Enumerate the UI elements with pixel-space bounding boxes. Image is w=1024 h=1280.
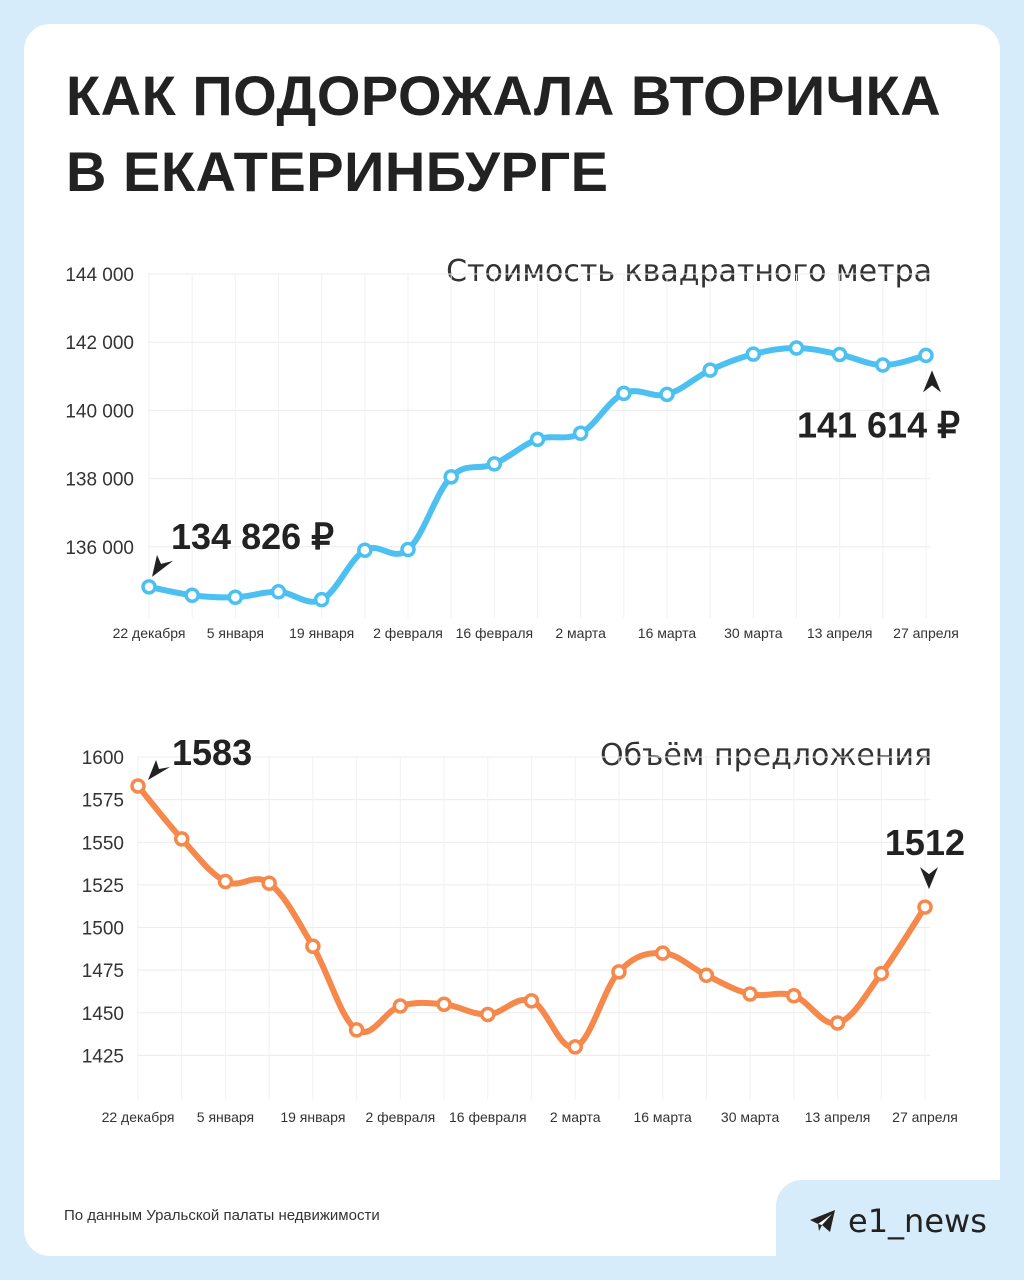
x-tick-label: 2 марта — [550, 1109, 601, 1125]
data-point — [443, 469, 459, 485]
volume-chart-title: Объём предложения — [600, 738, 932, 773]
brand-badge[interactable]: e1_news — [776, 1180, 1024, 1280]
annotation-label: 1583 — [172, 732, 252, 773]
data-point — [698, 967, 715, 984]
data-point — [400, 541, 416, 558]
data-point — [523, 993, 540, 1009]
data-point — [348, 1022, 365, 1038]
y-tick-label: 142 000 — [65, 333, 134, 354]
title-line-2: В ЕКАТЕРИНБУРГЕ — [66, 140, 609, 203]
y-tick-label: 1600 — [82, 748, 124, 769]
data-point — [486, 456, 503, 472]
data-point — [742, 986, 758, 1002]
x-tick-label: 16 марта — [638, 625, 697, 641]
data-point — [270, 584, 287, 600]
data-point — [436, 996, 452, 1013]
data-point — [529, 431, 546, 448]
x-tick-label: 27 апреля — [893, 625, 959, 641]
x-tick-label: 19 января — [289, 625, 354, 641]
y-tick-label: 136 000 — [65, 538, 134, 559]
data-point — [173, 831, 190, 847]
x-tick-label: 22 декабря — [102, 1109, 175, 1125]
data-point — [261, 875, 277, 891]
data-point — [831, 346, 848, 363]
x-tick-label: 13 апреля — [805, 1109, 871, 1125]
data-point — [702, 362, 718, 378]
x-tick-label: 5 января — [207, 625, 264, 641]
x-tick-label: 5 января — [197, 1109, 254, 1125]
data-point — [227, 589, 244, 606]
annotation-arrow — [920, 867, 938, 890]
page-title: КАК ПОДОРОЖАЛА ВТОРИЧКА В ЕКАТЕРИНБУРГЕ — [66, 58, 986, 210]
annotation-label: 141 614 ₽ — [797, 404, 960, 445]
y-tick-label: 1500 — [82, 919, 124, 940]
data-point — [654, 945, 671, 961]
title-line-1: КАК ПОДОРОЖАЛА ВТОРИЧКА — [66, 64, 942, 127]
y-tick-label: 1450 — [82, 1004, 124, 1025]
data-point — [567, 1039, 583, 1055]
data-point — [217, 873, 234, 890]
x-tick-label: 16 февраля — [449, 1109, 527, 1125]
data-point — [873, 965, 890, 982]
y-tick-label: 1475 — [82, 961, 124, 982]
annotation-arrow — [923, 370, 941, 393]
data-point — [829, 1015, 846, 1031]
x-tick-label: 30 марта — [721, 1109, 780, 1125]
price-chart-title: Стоимость квадратного метра — [446, 254, 932, 289]
x-tick-label: 27 апреля — [892, 1109, 958, 1125]
data-point — [745, 346, 762, 362]
annotation-label: 1512 — [885, 822, 965, 863]
data-point — [786, 987, 802, 1004]
data-point — [572, 425, 589, 441]
annotation-label: 134 826 ₽ — [171, 516, 334, 557]
y-tick-label: 1550 — [82, 833, 124, 854]
y-tick-label: 1575 — [82, 791, 124, 812]
data-point — [875, 357, 891, 373]
x-tick-label: 2 февраля — [373, 625, 443, 641]
data-point — [788, 340, 805, 356]
data-point — [616, 385, 632, 402]
x-tick-label: 22 декабря — [113, 625, 186, 641]
x-tick-label: 2 февраля — [365, 1109, 435, 1125]
x-tick-label: 19 января — [280, 1109, 345, 1125]
data-point — [357, 542, 373, 558]
telegram-icon — [810, 1210, 835, 1232]
y-tick-label: 144 000 — [65, 265, 134, 286]
x-tick-label: 13 апреля — [807, 625, 873, 641]
x-tick-label: 30 марта — [724, 625, 783, 641]
x-tick-label: 16 марта — [633, 1109, 692, 1125]
x-tick-label: 2 марта — [555, 625, 606, 641]
y-tick-label: 1525 — [82, 876, 124, 897]
data-point — [141, 579, 157, 595]
data-point — [918, 347, 934, 364]
brand-name: e1_news — [848, 1202, 987, 1240]
annotation-arrow — [152, 554, 173, 577]
data-point — [184, 587, 200, 603]
data-point — [659, 386, 675, 403]
y-tick-label: 138 000 — [65, 470, 134, 491]
data-point — [917, 899, 933, 915]
data-point — [392, 998, 409, 1014]
x-tick-label: 16 февраля — [456, 625, 534, 641]
volume-chart: 1425 1450 1475 1500 1525 1550 1575 1600 22 декаб… — [82, 732, 965, 1125]
price-chart: 136 000 138 000 140 000 142 000 144 000 22 де… — [65, 265, 960, 641]
source-note: По данным Уральской палаты недвижимости — [64, 1207, 380, 1224]
y-tick-label: 140 000 — [65, 401, 134, 422]
y-tick-label: 1425 — [82, 1046, 124, 1067]
data-point — [313, 591, 330, 608]
data-point — [480, 1006, 496, 1023]
annotation-arrow — [148, 759, 170, 780]
data-point — [611, 964, 627, 980]
data-point — [305, 938, 321, 955]
data-point — [130, 778, 146, 794]
